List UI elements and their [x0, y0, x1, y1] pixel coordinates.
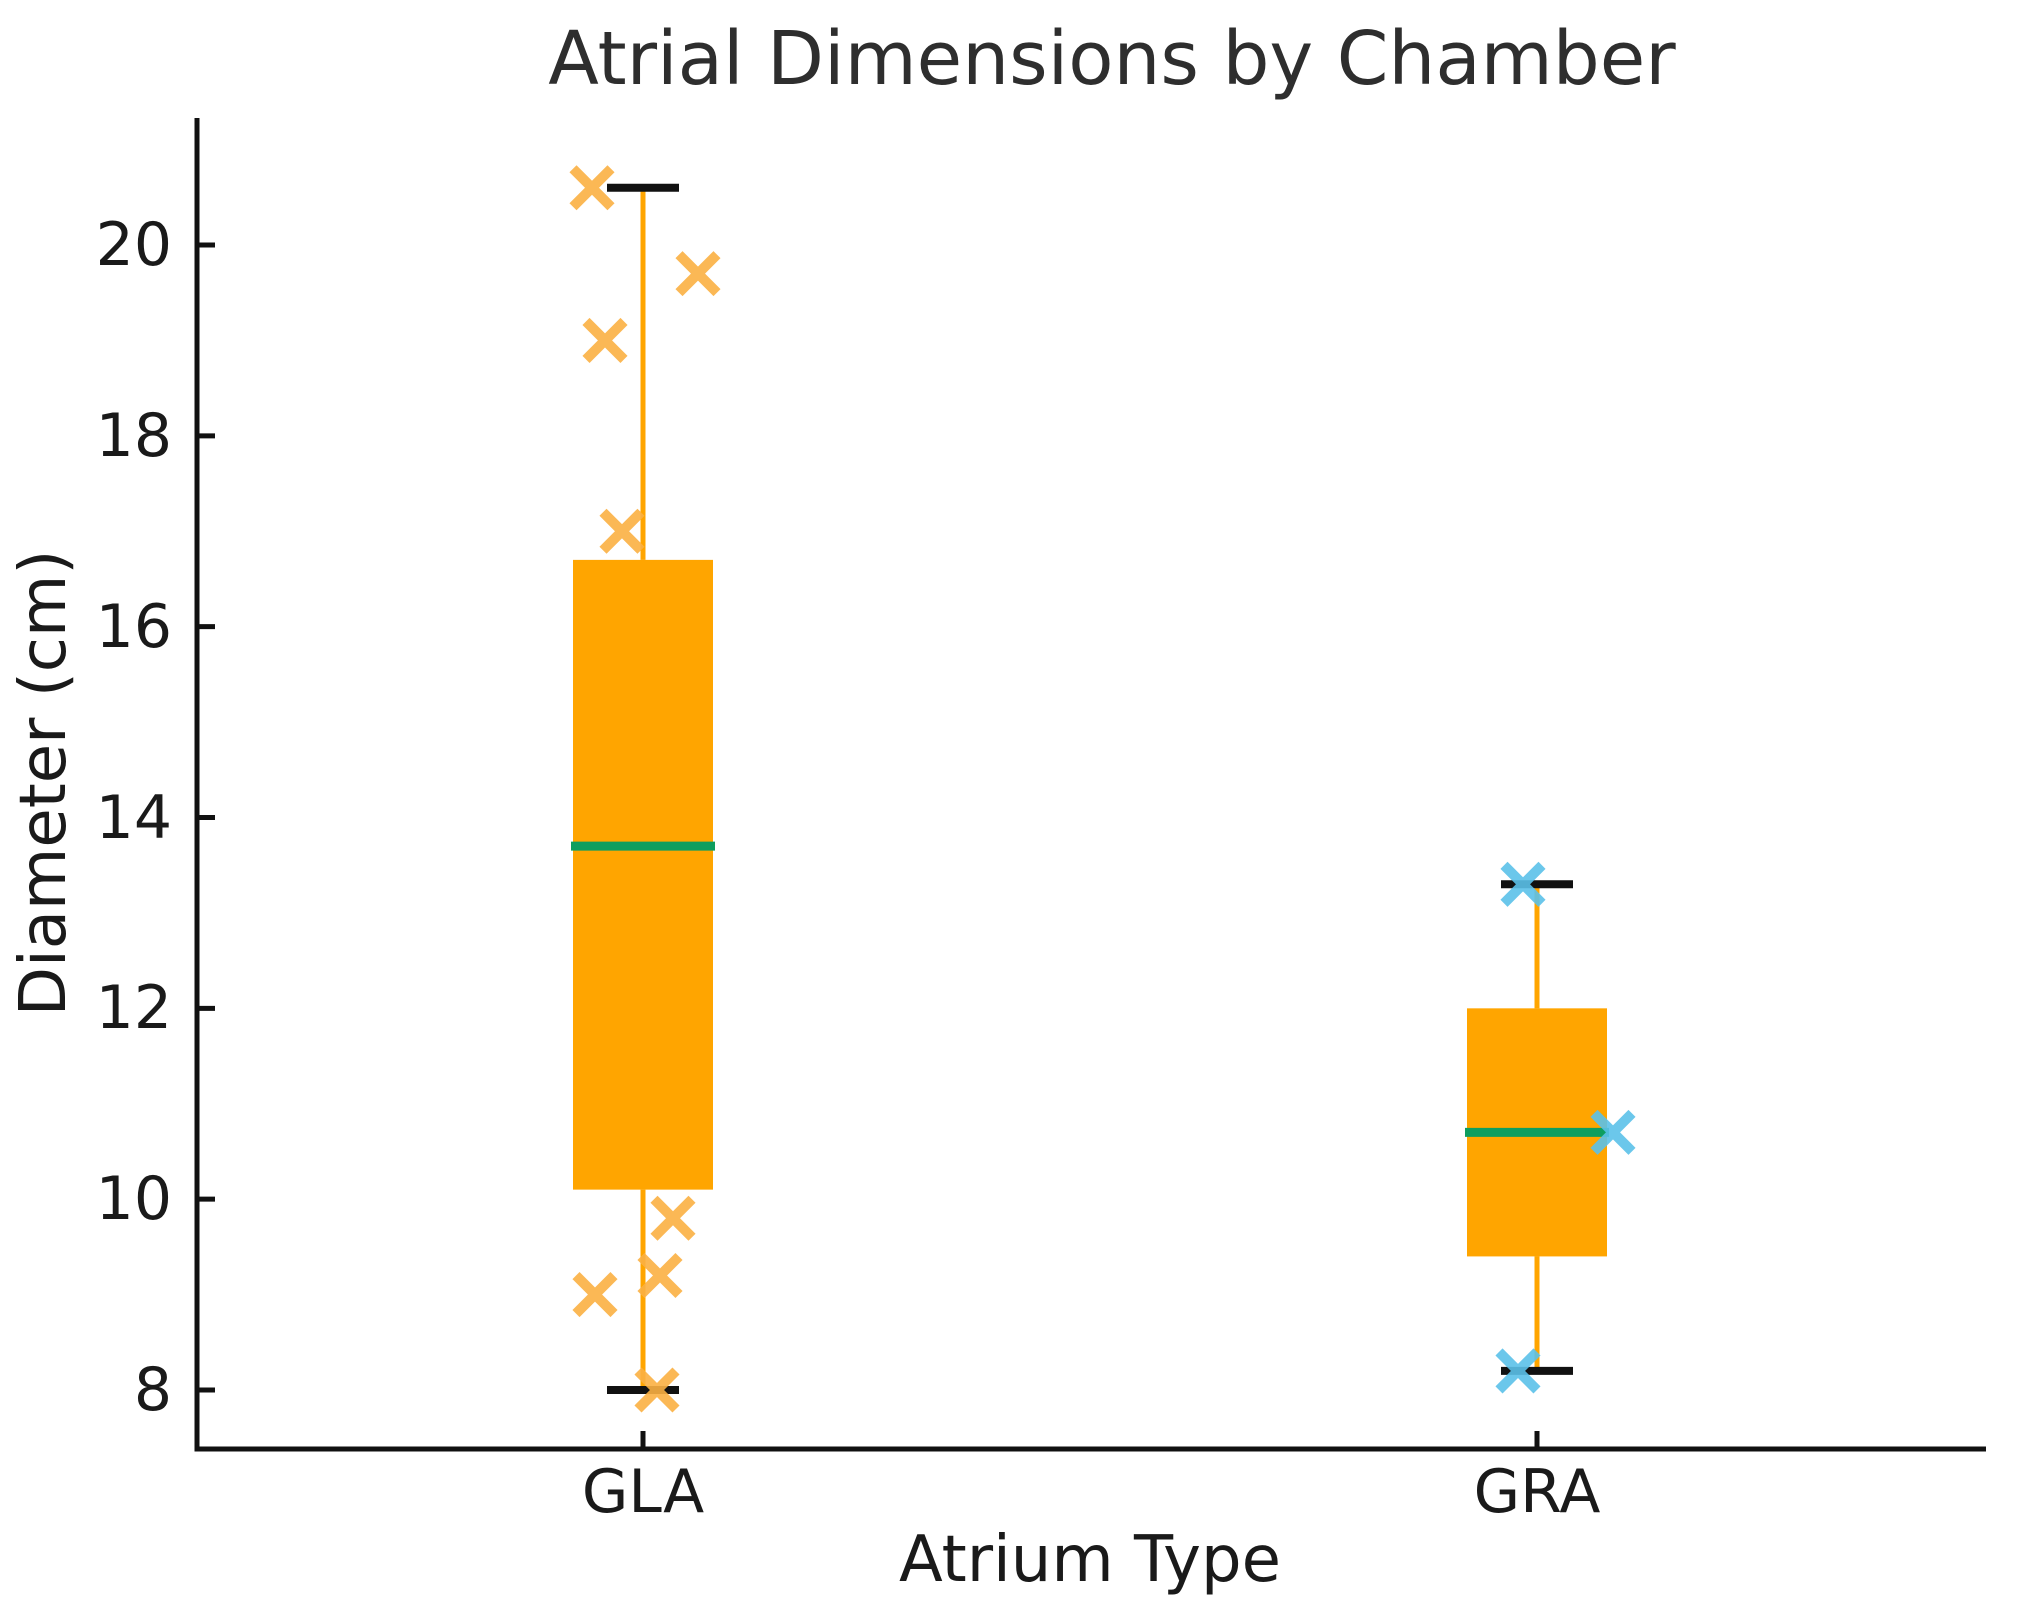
y-tick-label: 16 — [95, 591, 172, 662]
data-point-x-marker — [572, 1272, 618, 1318]
data-point-x-marker — [1495, 1348, 1541, 1394]
data-point-x-marker — [637, 1252, 683, 1299]
y-tick-label: 8 — [133, 1355, 172, 1425]
x-tick-label-gra: GRA — [1473, 1457, 1601, 1527]
data-point-x-marker — [1590, 1109, 1636, 1155]
data-point-x-marker — [582, 317, 628, 363]
x-axis-label: Atrium Type — [898, 1523, 1282, 1597]
x-tick-label-gla: GLA — [581, 1457, 705, 1527]
y-tick-label: 14 — [95, 782, 172, 853]
y-tick-label: 20 — [95, 210, 172, 280]
data-point-x-marker — [569, 165, 615, 211]
box-group-gla — [569, 165, 721, 1413]
y-tick-label: 12 — [95, 973, 172, 1044]
data-point-x-marker — [599, 508, 645, 554]
chart-title: Atrial Dimensions by Chamber — [548, 16, 1676, 102]
y-tick-label: 18 — [95, 400, 172, 471]
box-group-gra — [1465, 861, 1636, 1394]
data-point-x-marker — [634, 1367, 680, 1413]
y-tick-label: 10 — [95, 1164, 172, 1235]
data-point-x-marker — [650, 1195, 696, 1241]
data-point-x-marker — [675, 251, 721, 297]
iqr-box — [573, 559, 713, 1190]
data-point-x-marker — [1500, 861, 1546, 907]
